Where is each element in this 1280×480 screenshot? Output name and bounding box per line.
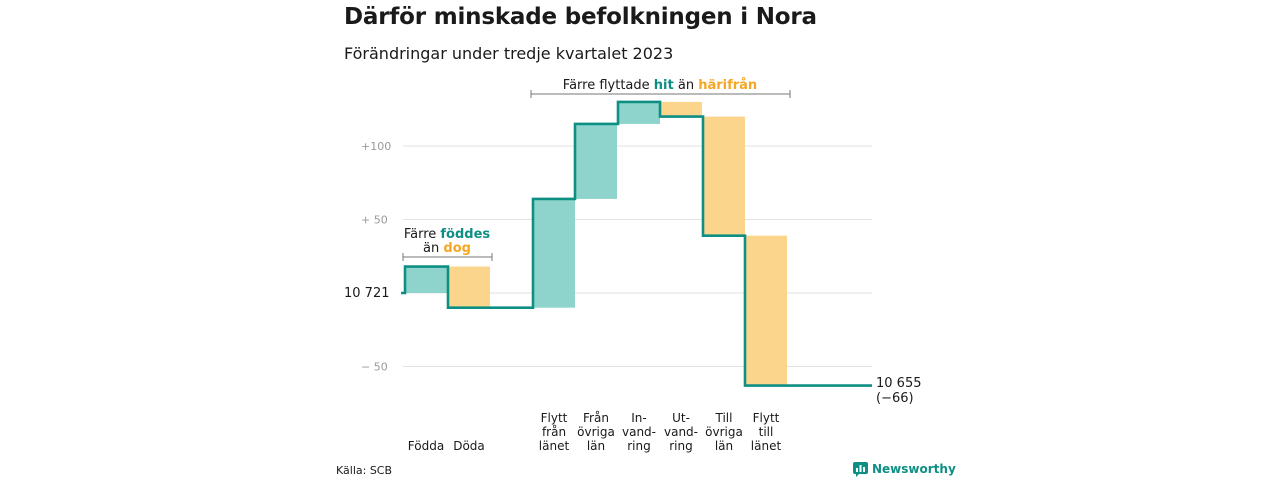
- category-label-5-1: vand-: [664, 425, 698, 439]
- category-label-4-0: In-: [631, 411, 646, 425]
- bar-3: [575, 123, 617, 199]
- category-label-3-1: övriga: [577, 425, 615, 439]
- category-label-4-2: ring: [627, 439, 651, 453]
- category-label-5-0: Ut-: [672, 411, 690, 425]
- category-label-6-1: övriga: [705, 425, 743, 439]
- svg-text:än dog: än dog: [423, 241, 471, 256]
- category-label-1-0: Döda: [453, 439, 485, 453]
- category-label-2-2: länet: [539, 439, 570, 453]
- end-change-label: (−66): [876, 391, 914, 406]
- category-label-0-0: Födda: [408, 439, 444, 453]
- moves-annotation-highlight-2: härifrån: [698, 78, 757, 93]
- category-label-2-1: från: [542, 425, 566, 439]
- source-note: Källa: SCB: [336, 464, 393, 477]
- category-label-7-1: till: [759, 425, 774, 439]
- bar-0: [405, 266, 447, 293]
- brand-logo: Newsworthy: [853, 461, 956, 477]
- category-labels: Födda DödaFlyttfrånlänetFrånövrigalänIn-v…: [408, 411, 782, 453]
- category-label-7-2: länet: [751, 439, 782, 453]
- category-label-6-0: Till: [715, 411, 733, 425]
- bar-6: [703, 116, 745, 236]
- category-label-7-0: Flytt: [753, 411, 780, 425]
- y-tick-labels: +100 + 50 − 50: [361, 140, 391, 374]
- step-line: [401, 100, 872, 387]
- bar-2: [533, 198, 575, 308]
- chart-title: Därför minskade befolkningen i Nora: [344, 4, 817, 30]
- bars: [405, 101, 787, 386]
- births-annotation-prefix-2: än: [423, 241, 443, 256]
- moves-annotation-highlight-1: hit: [654, 78, 674, 93]
- y-tick-label-2: − 50: [361, 361, 388, 374]
- svg-text:Färre flyttade hit än härifrån: Färre flyttade hit än härifrån: [563, 78, 757, 93]
- bar-4: [618, 101, 660, 124]
- y-tick-label-0: +100: [361, 140, 391, 153]
- category-label-4-1: vand-: [622, 425, 656, 439]
- end-value-label: 10 655: [876, 376, 922, 391]
- moves-annotation-prefix: Färre flyttade: [563, 78, 654, 93]
- births-annotation-highlight-2: dog: [443, 241, 471, 256]
- moves-annotation-mid: än: [674, 78, 698, 93]
- category-label-6-2: län: [715, 439, 733, 453]
- cumulative-step-line: [401, 100, 872, 387]
- births-annotation: Färre föddes än dog: [402, 227, 493, 261]
- births-annotation-highlight: föddes: [440, 227, 490, 242]
- bar-chart-icon: [853, 462, 868, 477]
- category-label-3-0: Från: [583, 411, 609, 425]
- moves-annotation: Färre flyttade hit än härifrån: [530, 78, 791, 98]
- svg-text:Färre föddes: Färre föddes: [404, 227, 491, 242]
- bar-1: [448, 266, 490, 308]
- category-label-2-0: Flytt: [541, 411, 568, 425]
- bar-5: [660, 101, 702, 117]
- births-annotation-prefix: Färre: [404, 227, 441, 242]
- bar-7: [745, 235, 787, 386]
- y-tick-label-1: + 50: [361, 214, 388, 227]
- base-value-label: 10 721: [344, 286, 390, 301]
- gridlines: [403, 145, 872, 367]
- chart-subtitle: Förändringar under tredje kvartalet 2023: [344, 44, 674, 63]
- brand-name: Newsworthy: [872, 462, 956, 476]
- category-label-5-2: ring: [669, 439, 693, 453]
- category-label-3-2: län: [587, 439, 605, 453]
